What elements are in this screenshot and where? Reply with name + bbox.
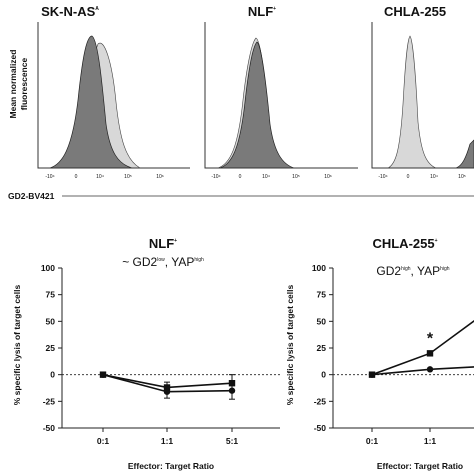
hist-tick-nlf-3: 10⁵: [292, 174, 300, 180]
y-tick-label-nlf-2: 0: [50, 370, 55, 380]
y-tick-label-nlf-5: 75: [46, 290, 56, 300]
hist-tick-sk-n-as-3: 10⁵: [124, 174, 132, 180]
hist-title-chla-255: CHLA-255: [384, 4, 446, 19]
hist-ylabel-line1: Mean normalized: [8, 50, 18, 119]
hist-light-curve-chla-255: [387, 35, 437, 169]
series-line-chla-255-circle: [371, 366, 474, 376]
y-tick-label-chla-255-2: 0: [321, 370, 326, 380]
y-tick-label-chla-255-6: 100: [312, 263, 326, 273]
y-tick-label-chla-255-4: 50: [317, 316, 327, 326]
hist-tick-nlf-0: -10⁴: [211, 174, 220, 180]
hist-tick-chla-255-0: -10⁴: [378, 174, 387, 180]
x-tick-label-nlf-2: 5:1: [226, 436, 239, 446]
histogram-panel-chla-255: CHLA-255 -10⁴ 0 10⁴ 10⁵: [371, 4, 474, 180]
lysis-subtitle-nlf: ~ GD2low, YAPhigh: [122, 255, 204, 269]
y-tick-label-nlf-6: 100: [41, 263, 55, 273]
point-circle-nlf-0: [99, 371, 107, 378]
lysis-title-nlf: NLF+: [149, 236, 177, 251]
y-tick-label-chla-255-1: -25: [314, 396, 327, 406]
point-circle-chla-255-0: [368, 371, 376, 378]
x-tick-label-nlf-1: 1:1: [161, 436, 174, 446]
hist-tick-chla-255-2: 10⁴: [430, 174, 438, 180]
hist-title-nlf: NLF+: [248, 4, 276, 19]
hist-tick-chla-255-1: 0: [407, 174, 410, 180]
hist-dark-curve-sk-n-as: [49, 35, 133, 169]
hist-xlabel: GD2-BV421: [8, 191, 55, 201]
y-tick-label-nlf-4: 50: [46, 316, 56, 326]
point-circle-chla-255-1: [426, 366, 434, 373]
y-tick-label-chla-255-0: -50: [314, 423, 327, 433]
hist-tick-sk-n-as-4: 10⁶: [156, 174, 164, 180]
lysis-xlabel-nlf: Effector: Target Ratio: [128, 461, 214, 471]
y-tick-label-nlf-1: -25: [43, 396, 56, 406]
lysis-chart-chla-255: CHLA-255+ GD2high, YAPhigh % specific ly…: [285, 236, 474, 471]
point-circle-nlf-2: [228, 387, 236, 394]
hist-title-sk-n-as: SK-N-ASA: [41, 4, 99, 19]
hist-dark-curve-chla-255: [455, 139, 474, 169]
point-circle-nlf-1: [163, 388, 171, 395]
hist-tick-nlf-1: 0: [239, 174, 242, 180]
point-square-chla-255-1: [426, 350, 434, 357]
hist-tick-sk-n-as-0: -10⁴: [45, 174, 54, 180]
lysis-title-chla-255: CHLA-255+: [372, 236, 437, 251]
hist-tick-sk-n-as-2: 10⁴: [96, 174, 104, 180]
lysis-subtitle-chla-255: GD2high, YAPhigh: [376, 264, 449, 278]
series-line-chla-255-square: [371, 319, 474, 376]
y-tick-label-nlf-0: -50: [43, 423, 56, 433]
y-tick-label-chla-255-5: 75: [317, 290, 327, 300]
lysis-ylabel-nlf: % specific lysis of target cells: [12, 285, 22, 406]
lysis-xlabel-chla-255: Effector: Target Ratio: [377, 461, 463, 471]
lysis-ylabel-chla-255: % specific lysis of target cells: [285, 285, 295, 406]
histogram-panel-sk-n-as: SK-N-ASA -10⁴ 0 10⁴ 10⁵ 10⁶: [37, 4, 190, 180]
y-tick-label-chla-255-3: 25: [317, 343, 327, 353]
hist-tick-nlf-4: 10⁶: [324, 174, 332, 180]
hist-frame-nlf: [204, 22, 358, 169]
hist-tick-chla-255-3: 10⁵: [458, 174, 466, 180]
x-tick-label-nlf-0: 0:1: [97, 436, 110, 446]
histogram-panel-nlf: NLF+ -10⁴ 0 10⁴ 10⁵ 10⁶: [204, 4, 358, 180]
hist-tick-nlf-2: 10⁴: [262, 174, 270, 180]
x-tick-label-chla-255-0: 0:1: [366, 436, 379, 446]
lysis-chart-nlf: NLF+ ~ GD2low, YAPhigh % specific lysis …: [12, 236, 280, 471]
x-tick-label-chla-255-1: 1:1: [424, 436, 437, 446]
hist-frame-chla-255: [371, 22, 474, 169]
y-tick-label-nlf-3: 25: [46, 343, 56, 353]
significance-asterisk-chla-255: *: [427, 330, 434, 347]
hist-tick-sk-n-as-1: 0: [75, 174, 78, 180]
hist-dark-curve-nlf: [219, 41, 295, 169]
hist-ylabel-line2: fluorescence: [19, 58, 29, 111]
hist-frame-sk-n-as: [37, 22, 190, 169]
